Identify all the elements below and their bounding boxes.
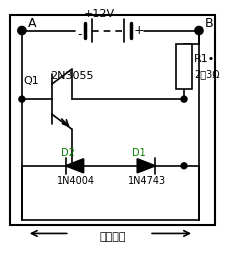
Circle shape xyxy=(180,163,186,169)
Polygon shape xyxy=(137,159,155,173)
Text: R1•: R1• xyxy=(193,54,214,64)
Circle shape xyxy=(195,27,201,34)
Text: A: A xyxy=(28,17,36,29)
Text: -: - xyxy=(77,28,81,41)
Text: D2: D2 xyxy=(60,148,74,158)
Bar xyxy=(175,44,191,89)
Text: Q1: Q1 xyxy=(24,76,39,86)
Text: +12V: +12V xyxy=(83,9,115,19)
Bar xyxy=(10,14,214,226)
Circle shape xyxy=(180,96,186,102)
Circle shape xyxy=(19,96,25,102)
Text: 2～3Ω: 2～3Ω xyxy=(193,69,219,79)
Text: B: B xyxy=(204,17,213,29)
Polygon shape xyxy=(65,159,83,173)
Text: 1N4743: 1N4743 xyxy=(128,176,166,186)
Text: 1N4004: 1N4004 xyxy=(56,176,94,186)
Circle shape xyxy=(19,27,25,34)
Text: 外接负载: 外接负载 xyxy=(99,232,125,242)
Text: 2N3055: 2N3055 xyxy=(50,71,93,81)
Text: D1: D1 xyxy=(132,148,145,158)
Text: +: + xyxy=(133,24,144,38)
